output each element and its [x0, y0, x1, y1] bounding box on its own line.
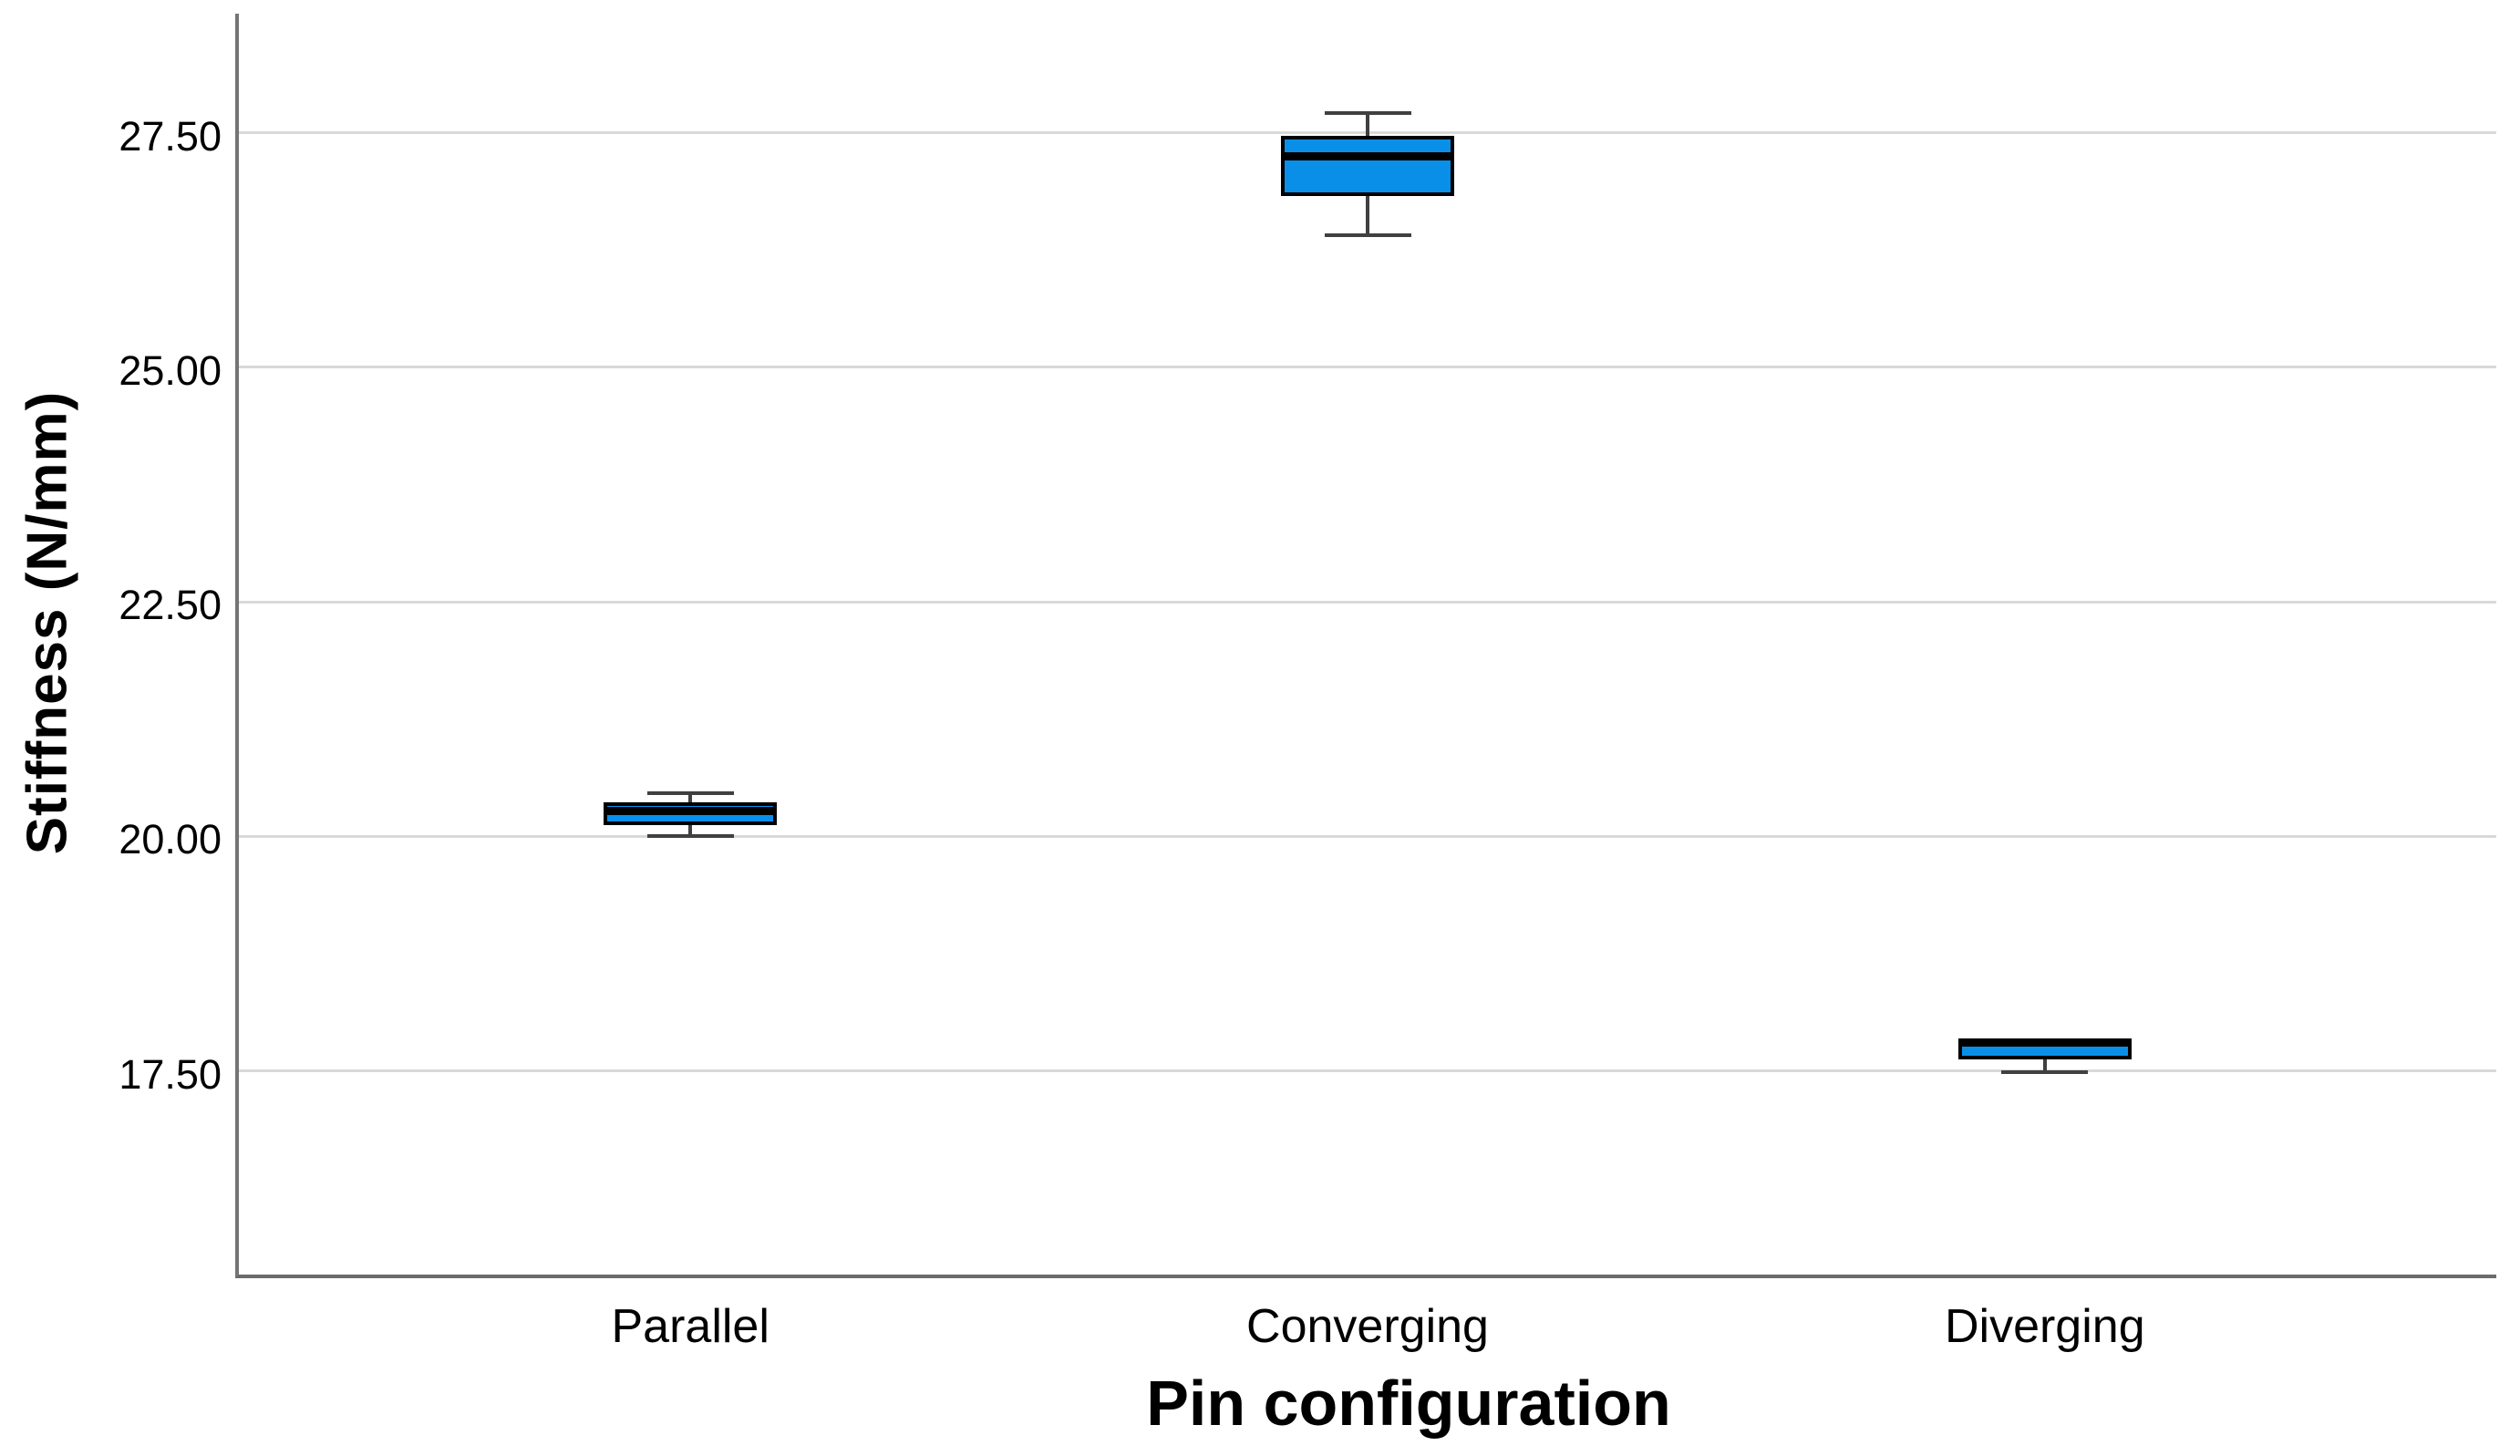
whisker-line-lower	[688, 825, 693, 837]
plot-area	[235, 14, 2496, 1278]
x-tick-label: Converging	[1246, 1300, 1489, 1353]
x-tick-label: Diverging	[1944, 1300, 2145, 1353]
whisker-cap-upper	[1324, 111, 1411, 116]
median-line	[1281, 151, 1454, 160]
whisker-line-upper	[1366, 113, 1369, 136]
y-tick-label: 20.00	[119, 816, 222, 863]
whisker-cap-lower	[1324, 232, 1411, 237]
whisker-line-lower	[2042, 1059, 2047, 1072]
y-tick-label: 25.00	[119, 346, 222, 394]
box-converging	[1281, 135, 1454, 196]
gridline	[239, 1069, 2496, 1073]
y-tick-label: 27.50	[119, 112, 222, 160]
x-tick-label: Parallel	[611, 1300, 769, 1353]
y-tick-label: 22.50	[119, 582, 222, 629]
y-tick-label: 17.50	[119, 1050, 222, 1098]
whisker-line-lower	[1366, 195, 1369, 235]
gridline	[239, 834, 2496, 838]
x-axis-title: Pin configuration	[1146, 1368, 1671, 1439]
median-line	[604, 807, 778, 816]
y-axis-title: Stiffness (N/mm)	[15, 390, 79, 855]
gridline	[239, 366, 2496, 369]
whisker-cap-lower	[2001, 1069, 2089, 1074]
gridline	[239, 600, 2496, 604]
whisker-cap-lower	[646, 834, 734, 839]
median-line	[1957, 1038, 2132, 1048]
whisker-line-upper	[688, 793, 693, 803]
whisker-cap-upper	[646, 791, 734, 796]
